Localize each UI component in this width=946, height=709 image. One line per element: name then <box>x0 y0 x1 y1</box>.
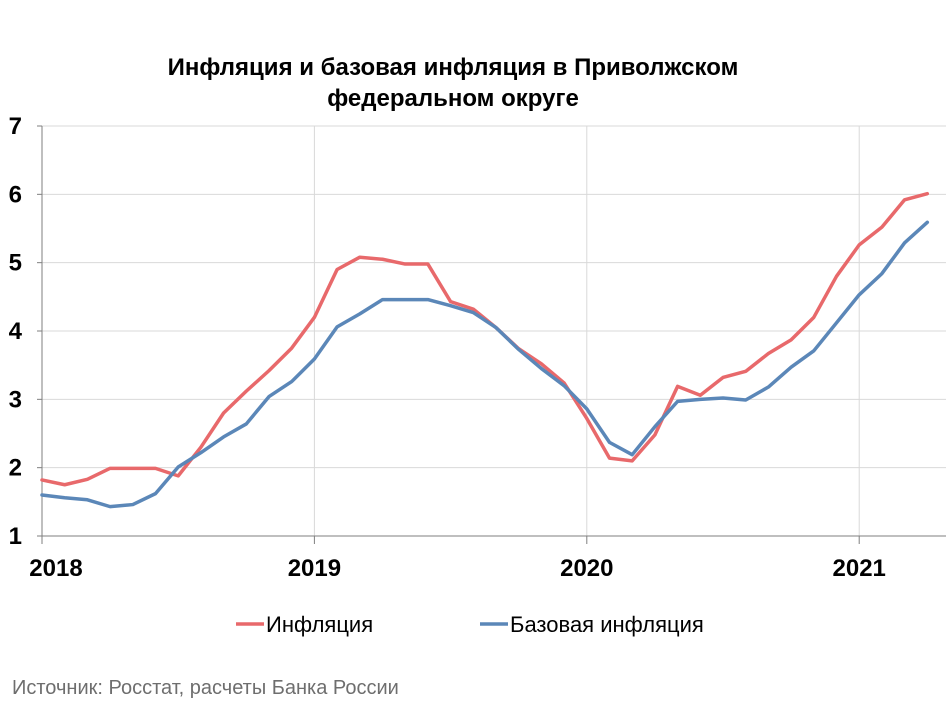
source-note: Источник: Росстат, расчеты Банка России <box>12 677 399 699</box>
y-tick-label: 2 <box>9 455 22 482</box>
chart-title-line1: Инфляция и базовая инфляция в Приволжско… <box>167 54 739 81</box>
y-tick-label: 3 <box>9 386 22 413</box>
y-tick-label: 6 <box>9 181 22 208</box>
chart-title: Инфляция и базовая инфляция в Приволжско… <box>0 52 906 114</box>
y-tick-label: 4 <box>9 318 23 345</box>
chart-title-line2: федеральном округе <box>327 85 579 112</box>
x-tick-label: 2019 <box>288 555 341 582</box>
legend: Инфляция Базовая инфляция <box>236 612 704 637</box>
axes: 1 2 3 4 5 6 7 2018 2019 2020 2021 <box>9 113 946 582</box>
y-tick-label: 1 <box>9 523 22 550</box>
x-tick-label: 2021 <box>833 555 886 582</box>
series-lines <box>40 191 930 509</box>
gridlines <box>42 125 946 536</box>
x-tick-label: 2020 <box>560 555 613 582</box>
series-line-core-inflation <box>40 220 930 509</box>
legend-label-core-inflation: Базовая инфляция <box>510 612 704 637</box>
series-line-inflation <box>40 191 930 487</box>
x-tick-label: 2018 <box>29 555 82 582</box>
legend-label-inflation: Инфляция <box>266 612 373 637</box>
y-tick-label: 7 <box>9 113 22 140</box>
y-tick-label: 5 <box>9 250 22 277</box>
